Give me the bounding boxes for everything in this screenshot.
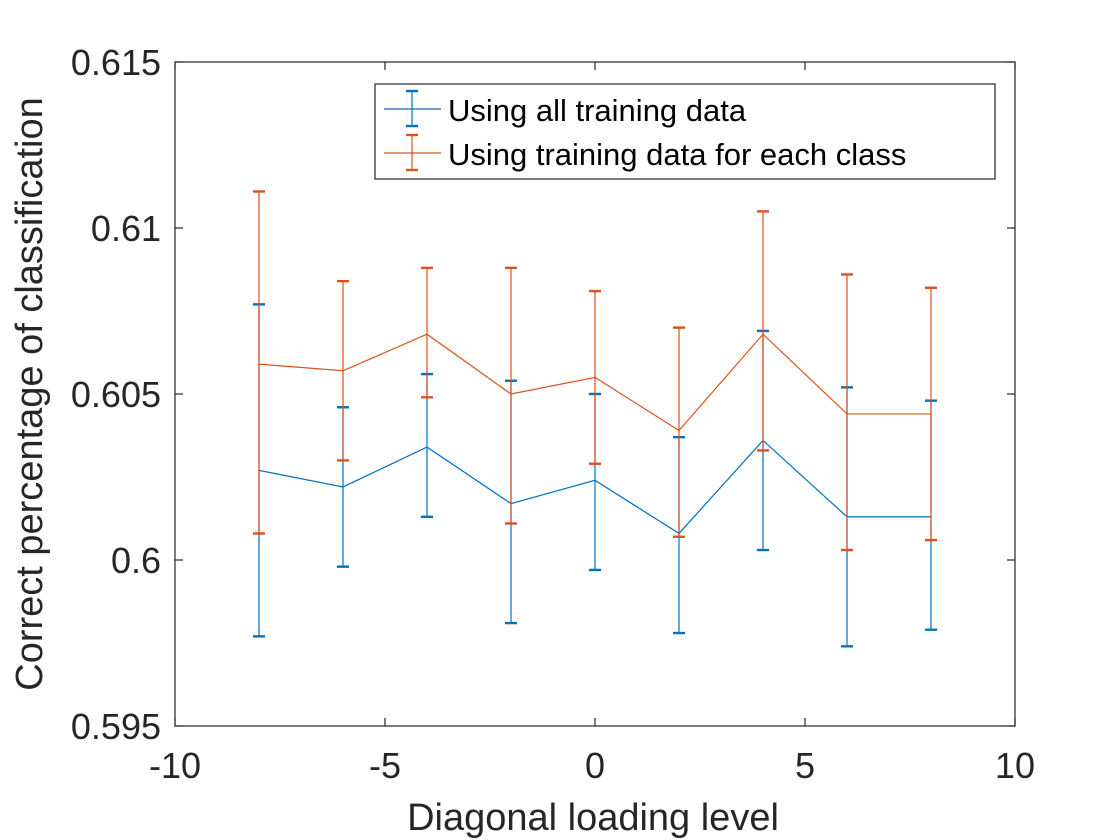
y-tick-label: 0.615 <box>71 42 161 83</box>
x-tick-label: -10 <box>149 745 201 786</box>
series-layer <box>253 190 937 648</box>
legend-item-each-class: Using training data for each class <box>384 133 906 172</box>
y-axis-title: Correct percentage of classification <box>9 97 51 691</box>
y-tick-label: 0.595 <box>71 706 161 747</box>
x-tick-label: 10 <box>995 745 1035 786</box>
legend-label-all-data: Using all training data <box>448 93 747 128</box>
y-tick-label: 0.6 <box>111 540 161 581</box>
y-tick-label: 0.61 <box>91 208 161 249</box>
x-axis-title: Diagonal loading level <box>407 797 779 839</box>
x-tick-label: -5 <box>369 745 401 786</box>
series-1 <box>253 190 937 552</box>
x-tick-label: 5 <box>795 745 815 786</box>
y-tick-label: 0.605 <box>71 374 161 415</box>
legend-label-each-class: Using training data for each class <box>448 137 906 172</box>
legend: Using all training data Using training d… <box>374 83 996 180</box>
ticks-layer: -10 -5 0 5 10 0.595 0.6 0.605 0.61 0.615 <box>71 42 1035 786</box>
x-tick-label: 0 <box>585 745 605 786</box>
legend-box <box>374 83 996 180</box>
legend-swatch-all-data <box>384 89 441 128</box>
plot-frame <box>174 61 1016 727</box>
legend-swatch-each-class <box>384 133 441 172</box>
legend-item-all-data: Using all training data <box>384 89 747 128</box>
